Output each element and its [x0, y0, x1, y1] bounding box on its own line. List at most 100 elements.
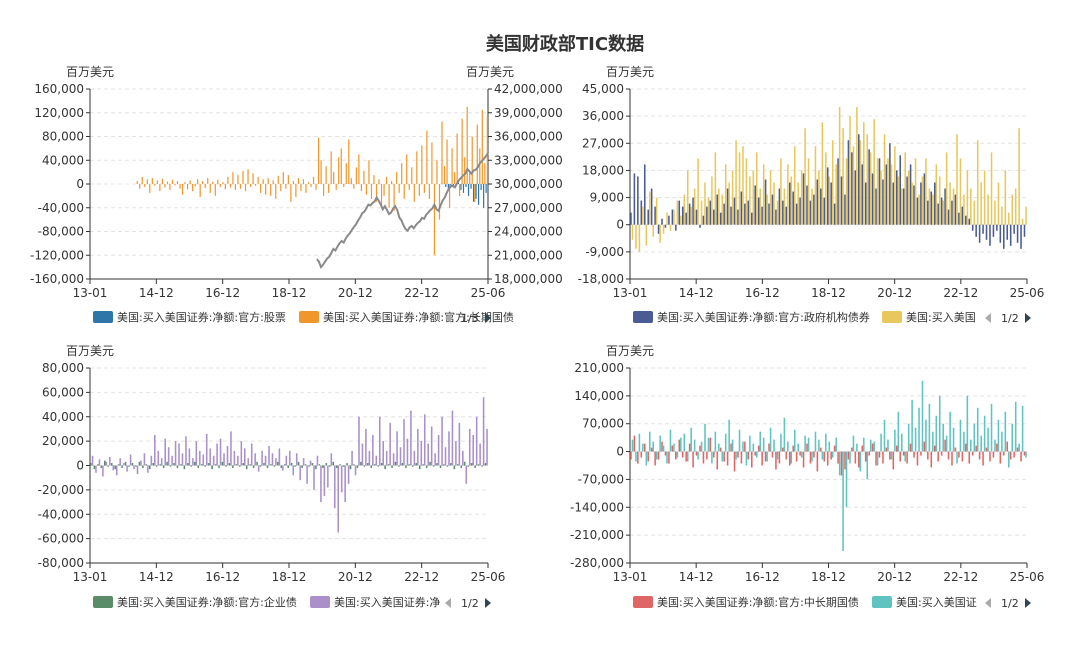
bar	[650, 447, 653, 452]
bar	[648, 431, 651, 452]
bar	[413, 184, 415, 202]
bar	[394, 461, 397, 466]
bar	[983, 415, 986, 452]
legend-item[interactable]: 美国:买入美国证券:净额:官方:股票	[93, 310, 286, 324]
legend-prev-icon[interactable]	[445, 313, 451, 323]
bar	[785, 451, 788, 460]
legend-next-icon[interactable]	[1025, 313, 1031, 323]
legend-item[interactable]: 美国:买入美国证券:净额:官方:长期国债	[299, 310, 514, 324]
bar	[958, 212, 960, 225]
bar	[952, 427, 955, 452]
bar	[757, 445, 760, 452]
bar	[897, 176, 900, 225]
bar	[393, 184, 395, 211]
bar	[212, 181, 214, 184]
bar	[259, 465, 262, 467]
y-tick-label: -18,000	[578, 272, 624, 286]
y-tick-label: 70,000	[582, 417, 624, 431]
bar	[378, 416, 381, 466]
bar	[290, 184, 292, 202]
bar	[318, 464, 321, 466]
bar	[164, 438, 166, 466]
bar	[851, 447, 853, 452]
bar	[932, 431, 934, 452]
bar	[237, 175, 239, 184]
legend: 美国:买入美国证券:净额:官方:股票 美国:买入美国证券:净额:官方:长期国债1/…	[93, 310, 514, 325]
bar	[228, 463, 231, 466]
y-tick-label: -20,000	[38, 483, 84, 497]
bar	[373, 464, 376, 466]
bar	[1009, 224, 1012, 246]
bar	[800, 451, 803, 458]
legend-item[interactable]: 美国:买入美国证券:净	[310, 595, 440, 609]
bar	[671, 209, 674, 225]
bar	[223, 453, 225, 466]
legend-item[interactable]: 美国:买入美国	[882, 311, 976, 324]
legend-item[interactable]: 美国:买入美国证	[872, 596, 977, 609]
bar	[171, 455, 173, 466]
bar	[244, 448, 246, 466]
bar	[107, 465, 110, 467]
bar	[963, 431, 965, 452]
legend-item[interactable]: 美国:买入美国证券:净额:官方:中长期国债	[633, 595, 859, 609]
y-tick-label: -80,000	[38, 225, 84, 239]
bar	[655, 197, 658, 225]
bar	[802, 451, 805, 468]
x-tick-label: 16-12	[205, 570, 240, 584]
bar	[678, 439, 681, 452]
legend-page-indicator: 1/3	[461, 312, 479, 325]
series-1	[90, 460, 487, 470]
y-tick-label: -40,000	[38, 201, 84, 215]
bar	[1025, 206, 1027, 225]
bar	[272, 180, 274, 184]
legend-next-icon[interactable]	[485, 598, 491, 608]
bar	[277, 461, 279, 466]
bar	[683, 194, 686, 225]
bar	[252, 173, 254, 184]
bar	[766, 194, 768, 225]
bar	[788, 182, 791, 225]
bar	[1023, 224, 1026, 237]
bar	[471, 136, 473, 184]
y-tick-label: 0	[616, 445, 624, 459]
bar	[207, 178, 209, 184]
bar	[790, 451, 793, 464]
bar	[265, 184, 267, 195]
bar	[411, 167, 413, 184]
bar	[477, 184, 480, 205]
legend-item[interactable]: 美国:买入美国证券:净额:官方:企业债	[93, 595, 297, 609]
bar	[444, 447, 447, 466]
bar	[209, 184, 211, 193]
bar	[375, 184, 378, 202]
bar	[635, 224, 637, 249]
bar	[302, 179, 305, 184]
bar	[858, 134, 860, 225]
legend-pager: 1/3	[445, 312, 491, 325]
bar	[697, 451, 699, 460]
bar	[664, 224, 667, 228]
legend-prev-icon[interactable]	[445, 598, 451, 608]
legend-prev-icon[interactable]	[985, 313, 991, 323]
bar	[406, 438, 409, 466]
bar	[174, 441, 177, 466]
legend-prev-icon[interactable]	[985, 598, 991, 608]
legend-next-icon[interactable]	[485, 313, 491, 323]
legend-item[interactable]: 美国:买入美国证券:净额:官方:政府机构债券	[633, 310, 870, 324]
bar	[382, 441, 385, 466]
series-1	[445, 182, 487, 208]
bar	[474, 465, 476, 468]
bar	[949, 182, 951, 225]
bar	[693, 188, 696, 225]
bar	[788, 451, 791, 466]
bar	[448, 431, 450, 466]
bar	[1004, 170, 1007, 225]
legend-next-icon[interactable]	[1025, 598, 1031, 608]
bar	[356, 465, 359, 468]
bar	[370, 184, 373, 199]
bar	[738, 429, 741, 452]
bar	[793, 146, 796, 225]
series-1	[630, 134, 1026, 249]
bar	[695, 209, 698, 225]
bar	[460, 465, 463, 468]
bar	[880, 170, 882, 225]
